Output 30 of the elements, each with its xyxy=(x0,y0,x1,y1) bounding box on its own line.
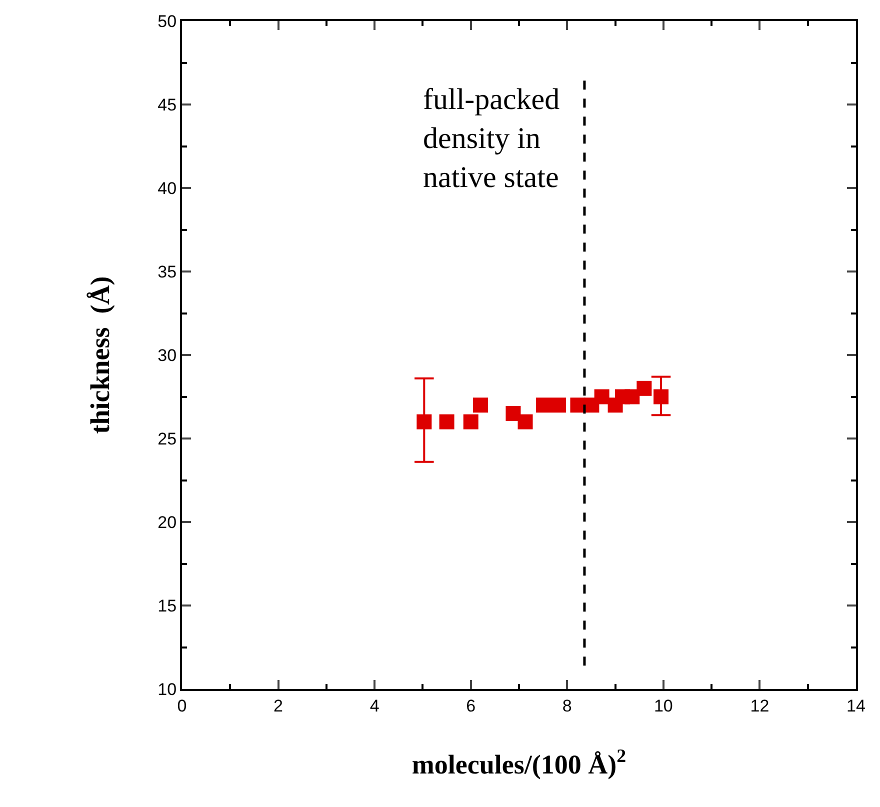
point xyxy=(624,389,640,404)
ref-line-label: full-packed density in native state xyxy=(423,83,560,194)
x-tick-label: 2 xyxy=(274,696,284,716)
y-axis-title: thickness (Å) xyxy=(85,276,116,434)
y-tick-label: 10 xyxy=(158,680,177,699)
x-tick-label: 4 xyxy=(370,696,380,716)
y-tick-label: 35 xyxy=(158,262,177,282)
y-tick-label: 50 xyxy=(158,12,177,31)
x-tick-label: 14 xyxy=(846,696,866,716)
x-tick-label: 6 xyxy=(466,696,476,716)
point xyxy=(472,398,488,413)
point xyxy=(550,398,566,413)
x-tick-label: 0 xyxy=(177,696,187,716)
y-tick-label: 20 xyxy=(158,512,177,532)
y-tick-label: 25 xyxy=(158,429,177,448)
point xyxy=(636,380,652,396)
point xyxy=(439,414,454,430)
y-tick-label: 40 xyxy=(158,178,177,198)
point xyxy=(518,414,533,430)
x-tick-label: 10 xyxy=(654,696,673,716)
x-axis-title: molecules/(100 Å)$^{2}$ xyxy=(412,746,626,780)
point xyxy=(594,389,610,404)
y-tick-label: 45 xyxy=(158,95,177,114)
point xyxy=(506,406,521,421)
x-tick-label: 8 xyxy=(562,696,572,716)
point xyxy=(463,414,478,430)
y-tick-label: 30 xyxy=(158,346,177,365)
x-tick-label: 12 xyxy=(750,696,770,716)
y-tick-label: 15 xyxy=(158,596,177,616)
point xyxy=(536,398,552,413)
